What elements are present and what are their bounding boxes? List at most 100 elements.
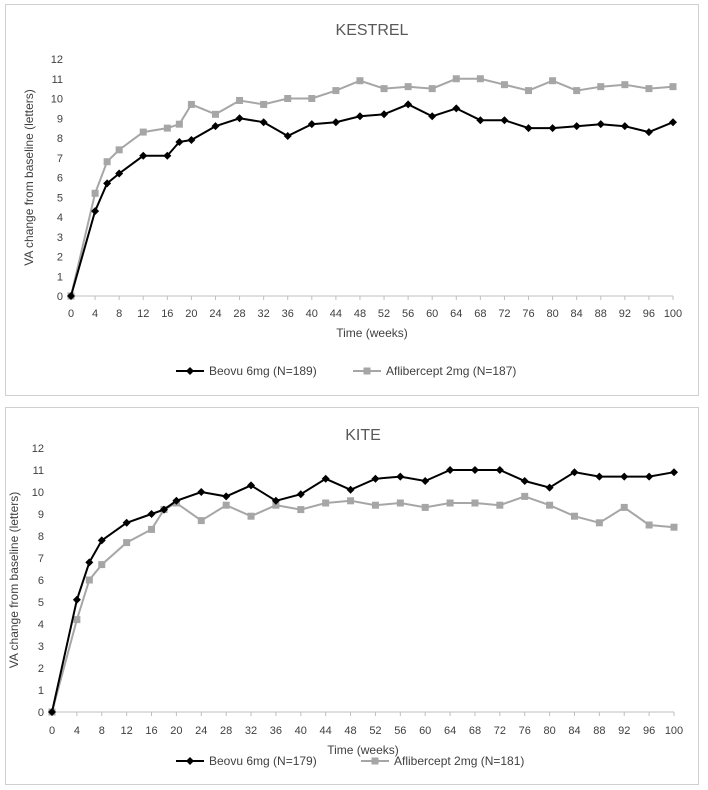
kite-x-tick-label: 36 (270, 725, 282, 737)
kestrel-beovu-data-point (91, 207, 100, 216)
kite-x-tick-label: 88 (593, 725, 605, 737)
kestrel-y-tick-label: 5 (57, 192, 63, 204)
kestrel-x-tick-label: 76 (522, 308, 534, 320)
kite-x-tick-label: 84 (568, 725, 580, 737)
kestrel-beovu-data-point (548, 124, 557, 133)
kite-y-tick-label: 2 (38, 663, 44, 675)
kestrel-aflibercept-data-point (139, 128, 147, 136)
kestrel-beovu-data-point (283, 132, 292, 141)
kestrel-aflibercept-data-point (175, 120, 183, 128)
kestrel-x-tick-label: 4 (92, 308, 98, 320)
kite-beovu-data-point (321, 474, 330, 483)
kestrel-beovu-data-point (380, 110, 389, 119)
kite-beovu-data-point (147, 510, 156, 518)
kite-y-tick-label: 3 (38, 641, 44, 653)
kite-chart-title: KITE (345, 427, 381, 444)
kestrel-x-tick-label: 72 (498, 308, 510, 320)
kite-x-tick-label: 4 (74, 725, 80, 737)
kestrel-x-tick-label: 96 (643, 308, 655, 320)
kestrel-beovu-data-point (524, 124, 533, 133)
kestrel-beovu-data-point (307, 120, 316, 129)
kite-beovu-data-point (159, 505, 168, 514)
kite-beovu-data-point (520, 477, 529, 485)
kestrel-x-tick-label: 44 (330, 308, 342, 320)
kite-aflibercept-data-point (496, 501, 504, 509)
kite-beovu-data-point (396, 472, 405, 481)
kestrel-beovu-data-point (476, 116, 485, 125)
kite-x-tick-label: 32 (245, 725, 257, 737)
kestrel-aflibercept-data-point (573, 87, 581, 95)
kestrel-aflibercept-data-point (669, 83, 677, 91)
kite-beovu-data-point (371, 474, 380, 483)
kestrel-beovu-series-line (70, 103, 674, 297)
kite-x-tick-label: 64 (444, 725, 456, 737)
kite-aflibercept-data-point (371, 501, 379, 509)
kite-x-tick-label: 80 (543, 725, 555, 737)
kite-aflibercept-data-point (347, 497, 355, 505)
kite-x-tick-label: 44 (320, 725, 332, 737)
kite-x-tick-label: 52 (369, 725, 381, 737)
kite-aflibercept-data-point (297, 506, 305, 514)
kite-beovu-data-point (346, 485, 355, 494)
kite-x-tick-label: 28 (220, 725, 232, 737)
kestrel-aflibercept-data-point (115, 146, 123, 154)
kite-aflibercept-data-point (546, 501, 554, 509)
kite-beovu-data-point (197, 488, 206, 496)
kestrel-beovu-data-point (175, 137, 184, 146)
kite-x-tick-label: 40 (295, 725, 307, 737)
kite-beovu-data-point (421, 477, 430, 485)
kite-aflibercept-data-point (421, 503, 429, 511)
kite-beovu-data-point (85, 558, 94, 567)
kestrel-beovu-data-point (404, 100, 413, 109)
kestrel-aflibercept-data-point (91, 189, 99, 197)
kite-x-tick-label: 24 (195, 725, 207, 737)
kite-x-tick-label: 100 (665, 725, 683, 737)
kestrel-x-tick-label: 56 (402, 308, 414, 320)
kite-y-tick-label: 7 (38, 553, 44, 565)
kite-aflibercept-data-point (645, 521, 653, 529)
kestrel-y-axis-label: VA change from baseline (letters) (22, 89, 36, 266)
kestrel-y-tick-label: 7 (57, 153, 63, 165)
kite-beovu-data-point (495, 466, 504, 474)
kite-beovu-data-point (670, 468, 678, 477)
kite-x-axis-label: Time (weeks) (327, 743, 399, 757)
kestrel-x-tick-label: 84 (571, 308, 583, 320)
kite-legend-beovu-marker (186, 757, 194, 765)
kite-beovu-data-point (72, 595, 81, 604)
kestrel-beovu-data-point (235, 114, 244, 123)
kite-x-tick-label: 76 (519, 725, 531, 737)
kite-y-tick-label: 10 (32, 487, 44, 499)
kestrel-y-tick-label: 9 (57, 113, 63, 125)
kite-x-tick-label: 56 (394, 725, 406, 737)
kestrel-y-tick-label: 12 (51, 54, 63, 66)
kite-beovu-data-point (247, 481, 256, 490)
kite-aflibercept-data-point (471, 499, 479, 507)
kestrel-aflibercept-data-point (308, 95, 316, 102)
kestrel-x-tick-label: 0 (68, 308, 74, 320)
kite-y-tick-label: 1 (38, 685, 44, 697)
kestrel-y-tick-label: 2 (57, 252, 63, 264)
kite-legend-beovu-label: Beovu 6mg (N=179) (209, 754, 317, 768)
kestrel-x-tick-label: 52 (378, 308, 390, 320)
kestrel-x-tick-label: 64 (450, 308, 462, 320)
kite-y-tick-label: 4 (38, 619, 44, 631)
kestrel-aflibercept-data-point (163, 124, 171, 132)
kestrel-x-tick-label: 24 (209, 308, 221, 320)
kite-legend-aflibercept-marker (371, 757, 379, 765)
kestrel-aflibercept-data-point (621, 81, 629, 89)
kite-x-tick-label: 8 (99, 725, 105, 737)
kestrel-x-tick-label: 80 (546, 308, 558, 320)
kite-beovu-data-point (222, 492, 231, 501)
kestrel-beovu-data-point (259, 118, 268, 127)
kestrel-x-tick-label: 16 (161, 308, 173, 320)
kestrel-aflibercept-data-point (356, 77, 364, 85)
kite-aflibercept-data-point (272, 501, 280, 509)
kestrel-y-tick-label: 3 (57, 232, 63, 244)
kestrel-aflibercept-data-point (260, 100, 268, 108)
kestrel-x-tick-label: 60 (426, 308, 438, 320)
kestrel-beovu-data-point (452, 104, 461, 113)
kite-beovu-data-point (48, 708, 56, 716)
kite-x-tick-label: 0 (49, 725, 55, 737)
kite-aflibercept-series-line (51, 495, 675, 713)
